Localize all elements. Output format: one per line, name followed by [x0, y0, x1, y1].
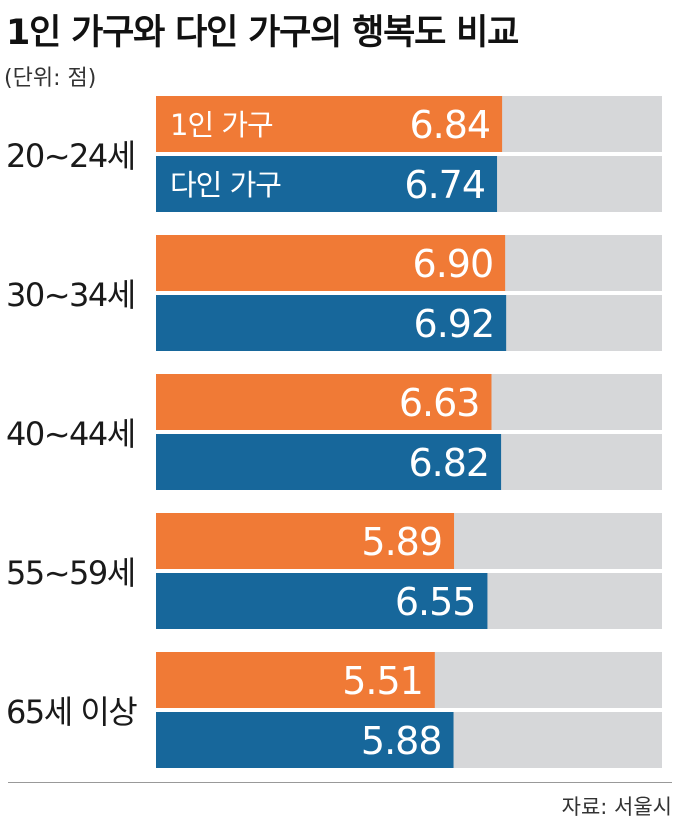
legend-label: 1인 가구 — [170, 108, 273, 142]
bar-multi-2 — [156, 434, 502, 490]
bar-multi-0 — [156, 156, 498, 212]
bar-multi-3 — [156, 573, 488, 629]
bar-multi-1 — [156, 295, 507, 351]
bar-multi-4 — [156, 712, 454, 768]
bar-value-label: 6.90 — [413, 242, 494, 286]
bar-single-4 — [156, 652, 435, 708]
chart-title: 1인 가구와 다인 가구의 행복도 비교 — [6, 13, 519, 53]
bar-value-label: 6.84 — [409, 103, 490, 147]
category-label: 20~24세 — [6, 137, 135, 175]
bar-value-label: 5.89 — [361, 520, 442, 564]
unit-label: (단위: 점) — [4, 66, 97, 91]
category-label: 30~34세 — [6, 276, 135, 314]
bar-single-3 — [156, 513, 455, 569]
category-label: 40~44세 — [6, 415, 135, 453]
bar-value-label: 5.51 — [342, 659, 423, 703]
category-label: 55~59세 — [6, 554, 135, 592]
bar-value-label: 6.74 — [404, 163, 485, 207]
bottom-rule — [8, 782, 672, 783]
source-credit: 자료: 서울시 — [561, 795, 672, 819]
category-label: 65세 이상 — [6, 693, 137, 731]
bar-value-label: 5.88 — [361, 719, 442, 763]
bar-single-2 — [156, 374, 492, 430]
bar-single-1 — [156, 235, 506, 291]
bar-single-0 — [156, 96, 503, 152]
bar-value-label: 6.63 — [399, 381, 480, 425]
legend-label: 다인 가구 — [170, 168, 281, 202]
bar-value-label: 6.82 — [408, 441, 489, 485]
bar-value-label: 6.55 — [395, 580, 476, 624]
bar-value-label: 6.92 — [414, 302, 495, 346]
